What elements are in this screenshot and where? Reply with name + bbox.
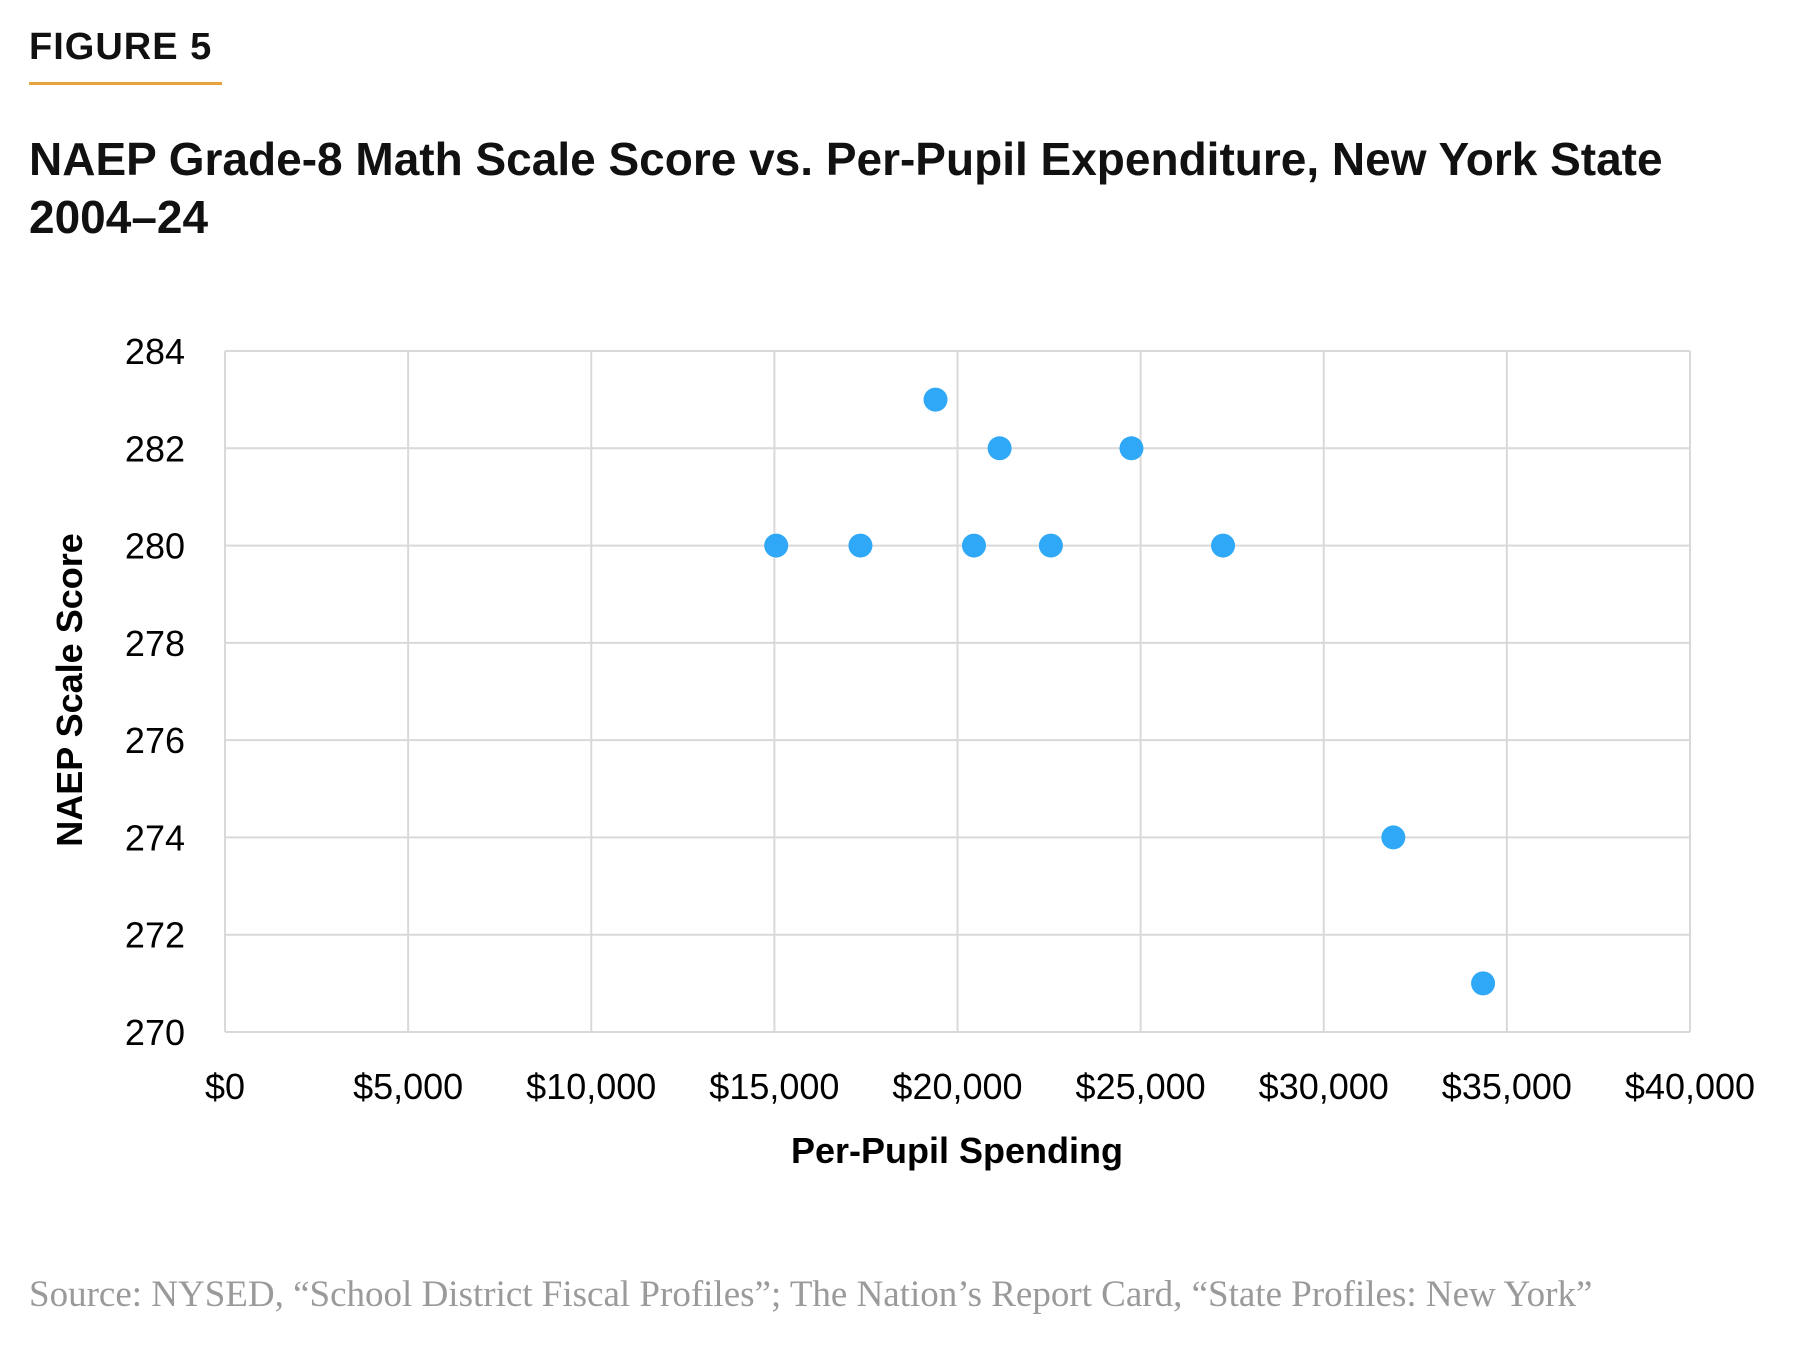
figure-label-underline — [29, 82, 222, 85]
chart-title: NAEP Grade-8 Math Scale Score vs. Per-Pu… — [29, 133, 1663, 243]
data-points — [764, 387, 1496, 996]
data-point — [1038, 533, 1063, 558]
data-point — [848, 533, 873, 558]
y-tick-label: 278 — [125, 623, 185, 664]
y-axis-tick-labels: 270 272 274 276 278 280 282 284 — [125, 331, 185, 1053]
x-tick-label: $0 — [205, 1066, 245, 1107]
y-tick-label: 276 — [125, 720, 185, 761]
data-point — [1119, 436, 1144, 461]
gridlines — [224, 350, 1691, 1033]
x-tick-label: $40,000 — [1625, 1066, 1755, 1107]
data-point — [961, 533, 986, 558]
x-axis-label: Per-Pupil Spending — [791, 1130, 1123, 1171]
x-tick-label: $5,000 — [353, 1066, 463, 1107]
data-point — [1381, 825, 1406, 850]
y-tick-label: 282 — [125, 428, 185, 469]
x-tick-label: $20,000 — [892, 1066, 1022, 1107]
x-tick-label: $25,000 — [1076, 1066, 1206, 1107]
x-tick-label: $35,000 — [1442, 1066, 1572, 1107]
data-point — [987, 436, 1012, 461]
y-tick-label: 270 — [125, 1012, 185, 1053]
source-note: Source: NYSED, “School District Fiscal P… — [29, 1274, 1593, 1315]
y-tick-label: 272 — [125, 915, 185, 956]
x-tick-label: $30,000 — [1259, 1066, 1389, 1107]
data-point — [764, 533, 789, 558]
y-tick-label: 284 — [125, 331, 185, 372]
data-point — [1471, 971, 1496, 996]
figure-label: FIGURE 5 — [29, 26, 213, 68]
data-point — [1211, 533, 1236, 558]
y-tick-label: 274 — [125, 817, 185, 858]
y-axis-label: NAEP Scale Score — [49, 533, 90, 847]
data-point — [923, 387, 948, 412]
y-tick-label: 280 — [125, 526, 185, 567]
x-tick-label: $15,000 — [709, 1066, 839, 1107]
x-axis-tick-labels: $0 $5,000 $10,000 $15,000 $20,000 $25,000 $30,… — [205, 1066, 1755, 1107]
x-tick-label: $10,000 — [526, 1066, 656, 1107]
